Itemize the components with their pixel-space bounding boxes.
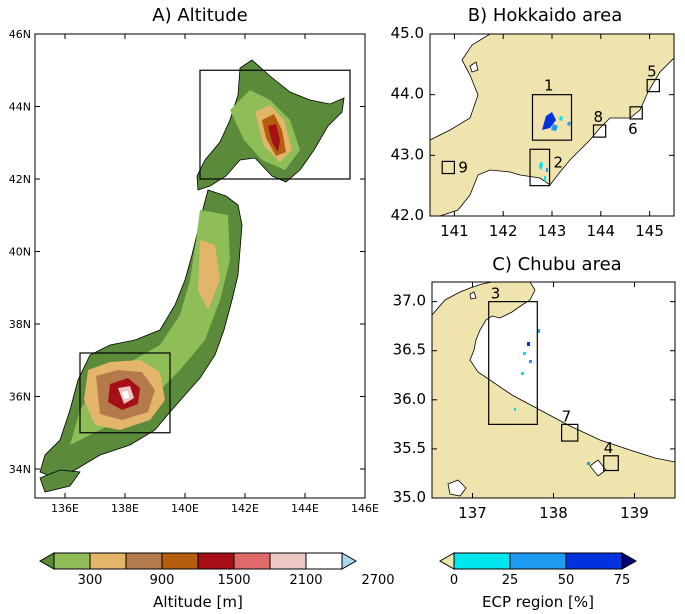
colorbar-segment <box>509 552 567 570</box>
x-tick-label: 146E <box>351 502 379 515</box>
colorbar-segment <box>89 552 127 570</box>
colorbar-segment <box>125 552 163 570</box>
x-tick-label: 138 <box>539 504 568 522</box>
panel-c: 137 138 139 35.0 35.5 36.0 36.5 37.0 3 7 4 <box>393 281 676 522</box>
colorbar-tick-label: 75 <box>614 573 631 588</box>
y-tick-label: 37.0 <box>393 292 426 310</box>
ecp-colorbar: 0 25 50 75 <box>438 552 638 588</box>
region-label: 8 <box>593 108 603 126</box>
region-box <box>629 106 643 120</box>
panel-a-x-ticks: 136E 138E 140E 142E 144E 146E <box>51 34 379 515</box>
colorbar-tick-label: 300 <box>78 573 103 588</box>
x-tick-label: 137 <box>458 504 487 522</box>
colorbar-extend-high <box>621 552 638 570</box>
region-label: 6 <box>628 120 638 138</box>
x-tick-label: 138E <box>111 502 139 515</box>
colorbar-tick-label: 2100 <box>289 573 322 588</box>
colorbar-tick-label: 2700 <box>361 573 394 588</box>
y-tick-label: 44N <box>9 101 31 114</box>
y-tick-label: 46N <box>9 28 31 41</box>
colorbar-tick-label: 25 <box>502 573 519 588</box>
region-box <box>488 301 538 425</box>
region-label: 1 <box>544 77 554 95</box>
colorbar-segment <box>53 552 91 570</box>
region-box <box>646 78 660 93</box>
y-tick-label: 36.0 <box>393 390 426 408</box>
region-box <box>441 160 456 175</box>
panel-a-title: A) Altitude <box>152 5 247 26</box>
region-label: 7 <box>562 407 572 425</box>
panel-c-ecp-cells <box>514 329 590 465</box>
region-box <box>529 148 551 187</box>
y-tick-label: 35.5 <box>393 439 426 457</box>
x-tick-label: 141 <box>440 222 469 240</box>
x-tick-label: 143 <box>538 222 567 240</box>
colorbar-tick-label: 0 <box>450 573 458 588</box>
y-tick-label: 36N <box>9 391 31 404</box>
panel-a-y-ticks: 34N 36N 38N 40N 42N 44N 46N <box>9 28 365 476</box>
x-tick-label: 140E <box>171 502 199 515</box>
x-tick-label: 136E <box>51 502 79 515</box>
region-label: 2 <box>554 153 564 171</box>
altitude-colorbar: 300 900 1500 2100 2700 <box>38 552 395 588</box>
y-tick-label: 44.0 <box>391 85 424 103</box>
x-tick-label: 145 <box>635 222 664 240</box>
region-box <box>79 352 171 434</box>
panel-c-x-ticks: 137 138 139 <box>458 282 649 522</box>
colorbar-segment <box>305 552 343 570</box>
altitude-colorbar-label: Altitude [m] <box>153 593 243 611</box>
colorbar-segment <box>233 552 271 570</box>
region-box <box>531 94 573 141</box>
x-tick-label: 139 <box>620 504 649 522</box>
colorbar-extend-low <box>38 552 55 570</box>
panel-b-x-ticks: 141 142 143 144 145 <box>440 34 664 240</box>
colorbar-segment <box>197 552 235 570</box>
panel-b-title: B) Hokkaido area <box>468 5 623 26</box>
colorbar-extend-low <box>438 552 455 570</box>
panel-a-region-boxes <box>79 69 351 434</box>
y-tick-label: 36.5 <box>393 341 426 359</box>
y-tick-label: 35.0 <box>393 488 426 506</box>
y-tick-label: 43.0 <box>391 145 424 163</box>
colorbar-tick-label: 900 <box>150 573 175 588</box>
colorbar-tick-label: 50 <box>558 573 575 588</box>
y-tick-label: 38N <box>9 318 31 331</box>
colorbar-segment <box>453 552 511 570</box>
region-label: 9 <box>458 159 468 177</box>
colorbar-segment <box>269 552 307 570</box>
ecp-colorbar-label: ECP region [%] <box>482 593 594 611</box>
colorbar-segment <box>565 552 623 570</box>
y-tick-label: 40N <box>9 246 31 259</box>
region-label: 5 <box>647 63 657 81</box>
x-tick-label: 142E <box>231 502 259 515</box>
y-tick-label: 45.0 <box>391 24 424 42</box>
panel-b-y-ticks: 42.0 43.0 44.0 45.0 <box>391 24 674 224</box>
region-box <box>603 455 619 472</box>
panel-b-region-boxes: 1 2 5 6 8 9 <box>441 63 660 187</box>
x-tick-label: 144E <box>291 502 319 515</box>
panel-b-ecp-cells <box>539 112 571 182</box>
panel-b: 141 142 143 144 145 42.0 43.0 44.0 45.0 1 2 5 6 8 9 <box>391 24 675 240</box>
panel-c-y-ticks: 35.0 35.5 36.0 36.5 37.0 <box>393 292 675 506</box>
y-tick-label: 42.0 <box>391 206 424 224</box>
region-label: 3 <box>491 285 501 303</box>
colorbar-tick-label: 1500 <box>217 573 250 588</box>
region-box <box>592 124 607 138</box>
panel-c-region-boxes: 3 7 4 <box>488 285 619 472</box>
y-tick-label: 42N <box>9 173 31 186</box>
x-tick-label: 144 <box>586 222 615 240</box>
region-box <box>560 423 579 442</box>
region-box <box>199 69 351 180</box>
panel-c-title: C) Chubu area <box>492 254 621 275</box>
colorbar-segment <box>161 552 199 570</box>
panel-a: 136E 138E 140E 142E 144E 146E 34N 36N 38N 40N 42N… <box>9 28 379 515</box>
region-label: 4 <box>604 439 614 457</box>
y-tick-label: 34N <box>9 463 31 476</box>
x-tick-label: 142 <box>489 222 518 240</box>
colorbar-extend-high <box>341 552 358 570</box>
